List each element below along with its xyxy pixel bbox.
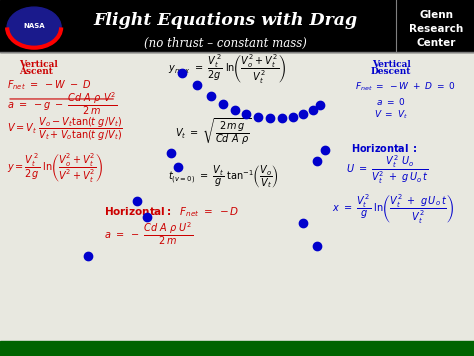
Text: $t_{(v=0)}\ =\ \dfrac{V_t}{g}\ \tan^{-1}\!\left(\dfrac{V_o}{V_t}\right)$: $t_{(v=0)}\ =\ \dfrac{V_t}{g}\ \tan^{-1}… (168, 163, 279, 190)
Text: $a\ =\ -g\ -\ \dfrac{Cd\ A\ \rho\ V^2}{2\,m}$: $a\ =\ -g\ -\ \dfrac{Cd\ A\ \rho\ V^2}{2… (7, 90, 117, 117)
Text: $a\ =\ 0$: $a\ =\ 0$ (376, 96, 406, 107)
Text: $F_{net}\ =\ -W\ +\ D\ =\ 0$: $F_{net}\ =\ -W\ +\ D\ =\ 0$ (355, 80, 455, 93)
Bar (0, 0, 474, 52)
Text: Glenn
Research
Center: Glenn Research Center (409, 10, 463, 48)
Text: $y_{max}\ =\ \dfrac{V_t^{\,2}}{2g}\ \ln\!\left(\dfrac{V_o^2+V_t^2}{V_t^2}\right): $y_{max}\ =\ \dfrac{V_t^{\,2}}{2g}\ \ln\… (168, 52, 286, 85)
Text: (no thrust – constant mass): (no thrust – constant mass) (144, 37, 307, 50)
Text: Vertical: Vertical (19, 59, 58, 69)
Text: $V = V_t\ \dfrac{V_o - V_t\tan(t\ g/V_t)}{V_t + V_o\tan(t\ g/V_t)}$: $V = V_t\ \dfrac{V_o - V_t\tan(t\ g/V_t)… (7, 116, 123, 143)
Text: $x\ =\ \dfrac{V_t^{\,2}}{g}\ \ln\!\left(\dfrac{V_t^2\ +\ g\,U_o\,t}{V_t^2}\right: $x\ =\ \dfrac{V_t^{\,2}}{g}\ \ln\!\left(… (332, 192, 454, 225)
Bar (0, 341, 474, 356)
Text: $U\ =\ \dfrac{V_t^{\,2}\ U_o}{V_t^2\ +\ g\,U_o\,t}$: $U\ =\ \dfrac{V_t^{\,2}\ U_o}{V_t^2\ +\ … (346, 153, 429, 186)
Bar (0, 52, 474, 342)
Text: Flight Equations with Drag: Flight Equations with Drag (93, 12, 357, 29)
Text: NASA: NASA (23, 23, 45, 28)
Text: $F_{net}\ =\ -W\ -\ D$: $F_{net}\ =\ -W\ -\ D$ (7, 78, 91, 91)
Circle shape (7, 7, 61, 48)
Text: $V_t\ =\ \sqrt{\dfrac{2\,m\,g}{Cd\ A\ \rho}}$: $V_t\ =\ \sqrt{\dfrac{2\,m\,g}{Cd\ A\ \r… (175, 116, 252, 147)
Text: $y = \dfrac{V_t^{\,2}}{2g}\ \ln\!\left(\dfrac{V_o^2+V_t^2}{V^2+V_t^2}\right)$: $y = \dfrac{V_t^{\,2}}{2g}\ \ln\!\left(\… (7, 151, 104, 184)
Text: $\mathbf{Horizontal:}\ \ F_{net}\ =\ -D$: $\mathbf{Horizontal:}\ \ F_{net}\ =\ -D$ (104, 205, 240, 219)
Text: Ascent: Ascent (19, 67, 53, 77)
Text: Descent: Descent (371, 67, 411, 77)
Text: $V\ =\ V_t$: $V\ =\ V_t$ (374, 108, 408, 121)
Text: $a\ =\ -\ \dfrac{Cd\ A\ \rho\ U^2}{2\,m}$: $a\ =\ -\ \dfrac{Cd\ A\ \rho\ U^2}{2\,m}… (104, 220, 193, 247)
Text: $\mathbf{Horizontal\ :}$: $\mathbf{Horizontal\ :}$ (351, 142, 418, 155)
Text: Vertical: Vertical (372, 59, 410, 69)
